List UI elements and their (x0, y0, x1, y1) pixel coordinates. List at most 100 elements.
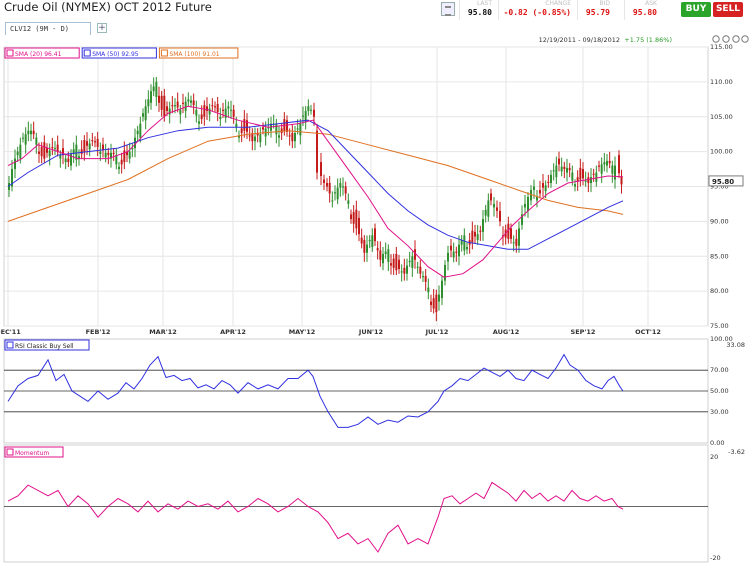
candle-body (43, 142, 46, 159)
candle-body (587, 177, 590, 184)
candle-body (251, 133, 254, 142)
candle-body (208, 108, 211, 115)
rsi-tick-label: 30.00 (710, 408, 729, 416)
candle-body (342, 186, 344, 188)
sell-button[interactable]: SELL (713, 2, 743, 17)
candle-body (608, 160, 611, 164)
candle-body (544, 185, 547, 192)
candle-body (411, 256, 414, 268)
candle-body (32, 130, 35, 135)
candle-body (46, 148, 48, 153)
candle-body (493, 203, 495, 208)
fit-icon[interactable] (732, 35, 740, 43)
candle-body (584, 180, 587, 182)
header-bar: Crude Oil (NYMEX) OCT 2012 Future LAST 9… (0, 0, 750, 20)
candle-body (227, 106, 230, 109)
candle-body (384, 251, 387, 254)
rsi-tick-label: 70.00 (710, 366, 729, 374)
candle-body (558, 158, 560, 165)
candle-body (422, 276, 424, 278)
momentum-line (7, 481, 624, 553)
candle-body (304, 110, 307, 123)
candle-body (595, 172, 598, 182)
zoom-in-icon[interactable] (712, 35, 720, 43)
candle-body (16, 151, 19, 156)
candle-body (490, 193, 492, 201)
legend-box-sma[interactable] (81, 47, 157, 59)
zoom-controls[interactable] (712, 35, 749, 43)
candle-body (368, 239, 371, 242)
candle-body (326, 183, 328, 187)
quote-change: CHANGE -0.82 (-0.85%) (498, 0, 574, 20)
candle-body (275, 123, 278, 135)
price-tick-label: 110.00 (710, 78, 733, 86)
legend-box-momentum[interactable] (4, 446, 64, 458)
candle-body (510, 228, 512, 239)
candle-body (78, 156, 80, 159)
candle-body (438, 294, 440, 302)
legend-box-rsi[interactable] (4, 339, 90, 351)
candle-body (398, 259, 400, 270)
candle-body (458, 244, 460, 257)
candle-body (14, 158, 16, 170)
candle-body (430, 301, 432, 306)
legend-box-sma[interactable] (4, 47, 80, 59)
quote-last-label: LAST (476, 0, 492, 7)
legend-label-sma: SMA (20) 96.41 (15, 51, 62, 58)
candle-body (24, 134, 27, 145)
chart-canvas[interactable]: 12/19/2011 - 09/18/2012 +1.75 (1.86%) 75.0… (0, 35, 750, 564)
candle-body (560, 166, 563, 172)
momentum-tick-label: -20 (710, 554, 721, 562)
candle-body (19, 144, 22, 159)
legend-toggle-icon[interactable] (6, 448, 14, 456)
legend-toggle-icon[interactable] (6, 49, 14, 57)
last-price-marker (708, 175, 744, 187)
candle-body (128, 151, 131, 159)
quote-table-icon[interactable] (441, 2, 455, 16)
legend-toggle-icon[interactable] (6, 341, 14, 349)
candle-body (56, 144, 59, 152)
price-tick-label: 80.00 (710, 287, 729, 295)
price-tick-label: 90.00 (710, 217, 729, 225)
candle-body (280, 128, 283, 134)
candle-body (403, 267, 406, 274)
candle-body (452, 251, 455, 258)
candle-body (107, 152, 110, 156)
legend-toggle-icon[interactable] (160, 49, 168, 57)
candle-body (83, 140, 86, 152)
candle-body (406, 265, 408, 274)
quote-change-value: -0.82 (-0.85%) (503, 8, 571, 17)
legend-toggle-icon[interactable] (83, 49, 91, 57)
candle-body (408, 260, 411, 263)
candle-body (259, 134, 262, 143)
candle-body (144, 106, 147, 121)
add-tab-button[interactable]: + (97, 23, 107, 33)
buy-button[interactable]: BUY (681, 2, 711, 17)
expand-icon[interactable] (741, 35, 749, 43)
candle-body (550, 174, 552, 184)
candle-body (235, 123, 238, 128)
legend-box-sma[interactable] (158, 47, 239, 59)
time-tick-label: DEC'11 (0, 328, 21, 336)
candle-body (518, 228, 520, 246)
candle-body (379, 250, 382, 260)
candle-body (339, 183, 342, 188)
candle-body (600, 164, 603, 174)
zoom-out-icon[interactable] (722, 35, 730, 43)
candle-body (296, 128, 299, 130)
candle-body (288, 135, 291, 137)
candle-body (302, 115, 304, 117)
candle-body (496, 207, 498, 211)
candle-body (336, 187, 339, 200)
candle-body (474, 231, 476, 237)
tab-clv12[interactable]: CLV12 (9M - D) (5, 22, 91, 35)
candle-body (355, 209, 358, 229)
candle-body (603, 162, 606, 165)
candle-body (246, 120, 248, 132)
chart-area[interactable]: 12/19/2011 - 09/18/2012 +1.75 (1.86%) 75.0… (0, 35, 750, 564)
candle-body (190, 100, 192, 103)
candle-body (294, 133, 296, 142)
time-tick-label: SEP'12 (571, 328, 596, 336)
candle-body (11, 169, 13, 187)
candle-body (574, 184, 576, 187)
